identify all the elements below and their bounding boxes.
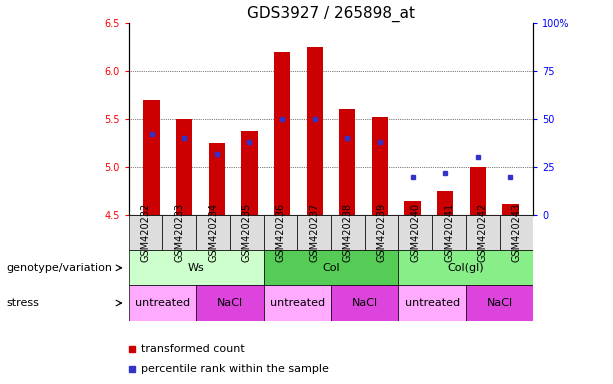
Text: untreated: untreated xyxy=(405,298,460,308)
Text: NaCl: NaCl xyxy=(352,298,378,308)
Bar xyxy=(339,109,356,215)
Bar xyxy=(398,285,466,321)
Bar xyxy=(331,215,365,250)
Bar xyxy=(365,215,398,250)
Bar xyxy=(466,285,533,321)
Bar xyxy=(405,200,421,215)
Text: GSM420241: GSM420241 xyxy=(444,203,454,262)
Text: stress: stress xyxy=(6,298,39,308)
Title: GDS3927 / 265898_at: GDS3927 / 265898_at xyxy=(247,5,415,22)
Bar xyxy=(502,204,519,215)
Text: GSM420237: GSM420237 xyxy=(309,203,319,262)
Text: GSM420242: GSM420242 xyxy=(478,203,488,262)
Text: GSM420232: GSM420232 xyxy=(140,203,151,262)
Text: untreated: untreated xyxy=(135,298,190,308)
Bar xyxy=(264,215,297,250)
Text: GSM420238: GSM420238 xyxy=(343,203,353,262)
Text: GSM420240: GSM420240 xyxy=(410,203,421,262)
Text: GSM420243: GSM420243 xyxy=(511,203,522,262)
Text: untreated: untreated xyxy=(270,298,325,308)
Bar xyxy=(331,285,398,321)
Bar xyxy=(432,215,466,250)
Bar xyxy=(274,52,290,215)
Bar xyxy=(466,215,500,250)
Bar xyxy=(129,250,264,285)
Bar xyxy=(196,215,230,250)
Text: transformed count: transformed count xyxy=(141,344,245,354)
Text: GSM420239: GSM420239 xyxy=(376,203,387,262)
Bar xyxy=(242,131,257,215)
Text: NaCl: NaCl xyxy=(217,298,243,308)
Text: Col: Col xyxy=(322,263,340,273)
Bar xyxy=(208,143,225,215)
Bar xyxy=(398,250,533,285)
Bar xyxy=(398,215,432,250)
Bar xyxy=(162,215,196,250)
Bar xyxy=(264,250,398,285)
Text: percentile rank within the sample: percentile rank within the sample xyxy=(141,364,329,374)
Text: Col(gl): Col(gl) xyxy=(447,263,484,273)
Bar xyxy=(500,215,533,250)
Text: GSM420234: GSM420234 xyxy=(208,203,218,262)
Text: genotype/variation: genotype/variation xyxy=(6,263,112,273)
Bar xyxy=(264,285,331,321)
Text: GSM420235: GSM420235 xyxy=(242,203,252,262)
Bar xyxy=(470,167,486,215)
Bar xyxy=(297,215,331,250)
Bar xyxy=(372,117,388,215)
Text: GSM420233: GSM420233 xyxy=(174,203,185,262)
Bar xyxy=(176,119,192,215)
Bar xyxy=(143,100,160,215)
Bar xyxy=(230,215,264,250)
Bar xyxy=(196,285,264,321)
Text: Ws: Ws xyxy=(188,263,205,273)
Bar xyxy=(129,285,196,321)
Text: NaCl: NaCl xyxy=(487,298,512,308)
Text: GSM420236: GSM420236 xyxy=(275,203,286,262)
Bar xyxy=(306,47,323,215)
Bar xyxy=(437,191,454,215)
Bar xyxy=(129,215,162,250)
